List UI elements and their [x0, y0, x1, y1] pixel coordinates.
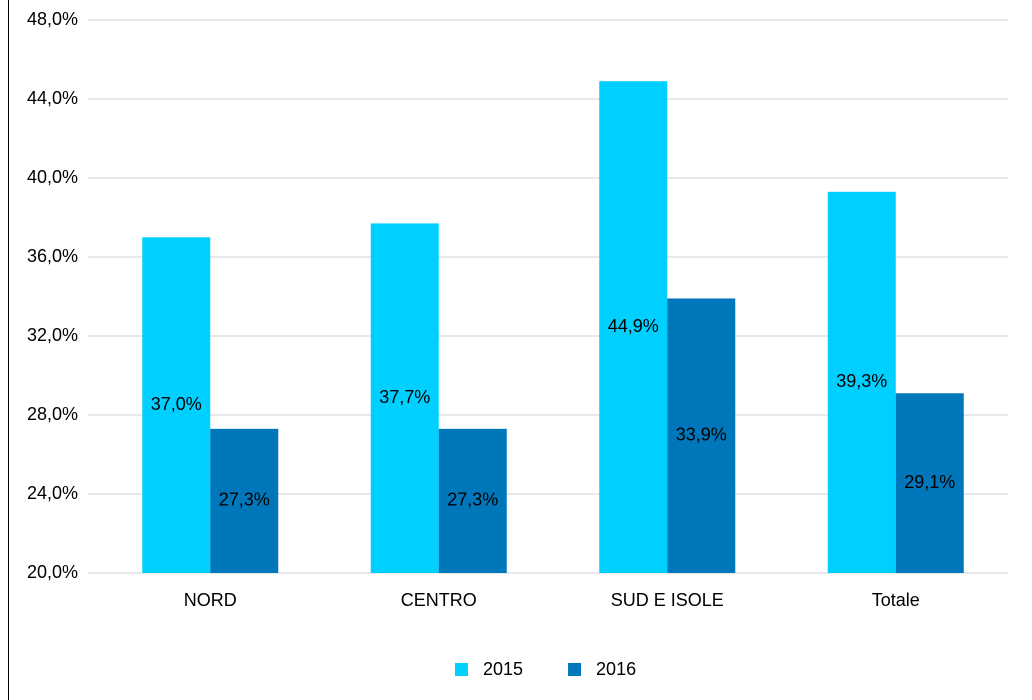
bar [827, 191, 896, 573]
y-tick-label: 40,0% [27, 167, 78, 187]
y-tick-label: 32,0% [27, 325, 78, 345]
legend-swatch [455, 663, 468, 676]
bar [438, 428, 507, 573]
value-label: 44,9% [608, 316, 659, 336]
x-tick-label: NORD [184, 590, 237, 610]
bar [142, 237, 211, 573]
x-tick-label: Totale [872, 590, 920, 610]
legend-swatch [568, 663, 582, 676]
legend-label: 2015 [483, 659, 523, 679]
value-label: 37,7% [379, 387, 430, 407]
value-label: 27,3% [447, 490, 498, 510]
y-tick-label: 48,0% [27, 9, 78, 29]
bar [370, 223, 439, 574]
value-label: 29,1% [904, 472, 955, 492]
bar [667, 298, 736, 573]
y-tick-label: 20,0% [27, 562, 78, 582]
bar [895, 393, 964, 573]
x-tick-label: SUD E ISOLE [611, 590, 724, 610]
value-label: 37,0% [151, 394, 202, 414]
y-tick-label: 36,0% [27, 246, 78, 266]
y-tick-label: 44,0% [27, 88, 78, 108]
bar [210, 428, 279, 573]
legend-label: 2016 [596, 659, 636, 679]
value-label: 27,3% [219, 490, 270, 510]
bar [599, 81, 668, 573]
y-tick-label: 28,0% [27, 404, 78, 424]
y-tick-label: 24,0% [27, 483, 78, 503]
value-label: 33,9% [676, 424, 727, 444]
x-tick-label: CENTRO [401, 590, 477, 610]
value-label: 39,3% [836, 371, 887, 391]
